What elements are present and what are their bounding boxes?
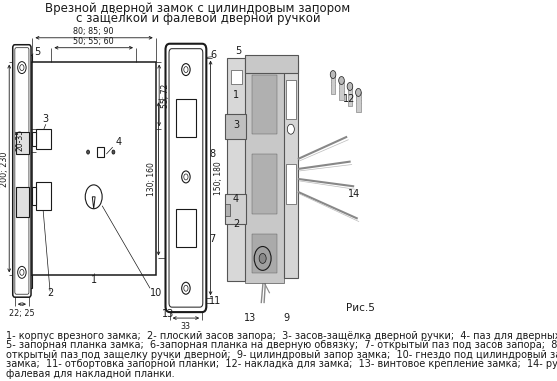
Text: 4: 4 [115, 137, 121, 147]
Text: 5- запорная планка замка;  6-запорная планка на дверную обвязку;  7- открытый па: 5- запорная планка замка; 6-запорная пла… [6, 341, 557, 351]
Text: 3: 3 [43, 114, 49, 124]
Circle shape [182, 64, 190, 75]
Text: 2: 2 [47, 288, 53, 298]
Bar [348, 86, 352, 106]
Circle shape [355, 88, 361, 96]
Bar [252, 154, 277, 214]
Circle shape [347, 83, 353, 90]
Text: 150; 180: 150; 180 [214, 161, 223, 195]
Text: 10: 10 [149, 288, 162, 298]
Text: 13: 13 [244, 313, 256, 323]
Bar [176, 209, 196, 247]
Circle shape [330, 70, 336, 78]
Text: 55; 72: 55; 72 [161, 83, 170, 107]
Circle shape [254, 247, 271, 271]
Text: фалевая для накладной планки.: фалевая для накладной планки. [6, 369, 174, 379]
Bar [227, 58, 245, 281]
Bar [356, 93, 360, 112]
Bar [284, 60, 298, 278]
Text: замка;  11- отбортовка запорной планки;  12- накладка для замка;  13- винтовое к: замка; 11- отбортовка запорной планки; 1… [6, 359, 557, 369]
Bar [231, 70, 242, 85]
Circle shape [112, 150, 115, 154]
FancyBboxPatch shape [13, 45, 31, 297]
Bar [252, 75, 277, 134]
Text: 3: 3 [233, 120, 239, 130]
Bar [231, 199, 242, 214]
Text: 80; 85; 90: 80; 85; 90 [74, 27, 114, 36]
Bar [36, 182, 51, 210]
Text: 1: 1 [91, 275, 97, 285]
Text: 11: 11 [209, 296, 222, 306]
Text: 9: 9 [284, 313, 290, 323]
Bar [32, 132, 36, 146]
Bar [331, 75, 335, 94]
Bar [286, 80, 296, 119]
Circle shape [18, 266, 26, 278]
Circle shape [259, 253, 266, 263]
Circle shape [184, 174, 188, 180]
Bar [286, 164, 296, 204]
Text: 14: 14 [348, 189, 360, 199]
Text: 1: 1 [233, 90, 239, 101]
Text: 12: 12 [343, 94, 355, 104]
Text: 13: 13 [162, 309, 174, 319]
Circle shape [182, 171, 190, 183]
Circle shape [339, 77, 344, 85]
Circle shape [184, 67, 188, 72]
Polygon shape [92, 197, 95, 209]
Text: 4: 4 [233, 194, 239, 204]
Bar [252, 234, 277, 273]
Circle shape [85, 185, 102, 209]
Text: 5: 5 [34, 47, 41, 57]
Circle shape [87, 150, 90, 154]
Circle shape [18, 62, 26, 74]
Bar [224, 204, 230, 216]
Bar [16, 187, 29, 217]
Circle shape [20, 269, 24, 275]
Text: Врезной дверной замок с цилиндровым запором: Врезной дверной замок с цилиндровым запо… [45, 2, 350, 16]
FancyBboxPatch shape [165, 44, 206, 312]
Circle shape [182, 282, 190, 294]
Text: 50; 55; 60: 50; 55; 60 [74, 37, 114, 46]
Circle shape [184, 285, 188, 291]
Text: 130; 160: 130; 160 [147, 162, 156, 196]
Text: 200; 230: 200; 230 [0, 151, 9, 187]
Bar [176, 99, 196, 137]
Bar [29, 54, 32, 288]
Text: Рис.5: Рис.5 [346, 303, 375, 313]
Circle shape [20, 65, 24, 70]
Bar [245, 54, 298, 72]
Text: 6: 6 [211, 50, 217, 60]
Text: 5: 5 [236, 46, 242, 56]
Text: с защёлкой и фалевой дверной ручкой: с защёлкой и фалевой дверной ручкой [76, 13, 320, 26]
Bar [224, 194, 246, 224]
Bar [36, 129, 51, 149]
Text: 7: 7 [209, 234, 215, 243]
Bar [339, 80, 344, 100]
Circle shape [287, 124, 294, 134]
Text: 8: 8 [209, 149, 215, 159]
Text: 33: 33 [181, 322, 191, 331]
Bar [32, 62, 155, 275]
Bar [32, 187, 36, 205]
Bar [97, 147, 104, 157]
Text: 2: 2 [233, 219, 239, 229]
Bar [224, 114, 246, 139]
Text: 22; 25: 22; 25 [9, 309, 35, 318]
Bar [16, 132, 29, 154]
Text: 1- корпус врезного замка;  2- плоский засов запора;  3- засов-защёлка дверной ру: 1- корпус врезного замка; 2- плоский зас… [6, 331, 557, 341]
FancyBboxPatch shape [169, 49, 203, 307]
Text: открытый паз под защелку ручки дверной;  9- цилиндровый запор замка;  10- гнездо: открытый паз под защелку ручки дверной; … [6, 350, 557, 360]
Text: 20-35: 20-35 [16, 129, 25, 151]
Bar [245, 65, 284, 283]
